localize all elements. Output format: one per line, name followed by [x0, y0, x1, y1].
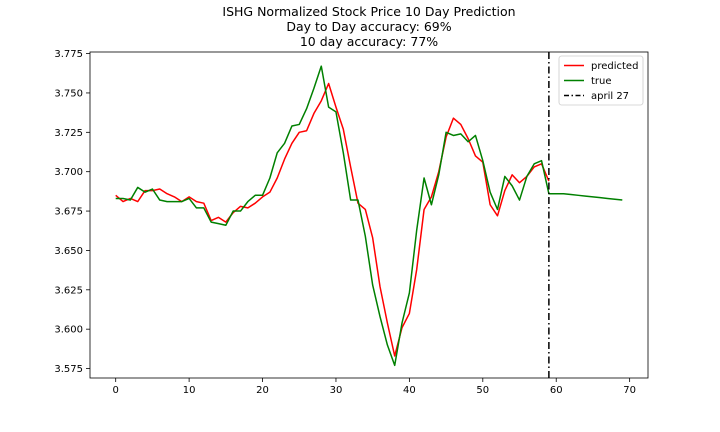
- chart-title: ISHG Normalized Stock Price 10 Day Predi…: [222, 4, 515, 49]
- plot-area: [90, 52, 648, 378]
- x-tick-label: 0: [113, 385, 119, 396]
- legend-label: april 27: [591, 91, 629, 102]
- y-tick-label: 3.650: [54, 246, 83, 257]
- title-line-1: ISHG Normalized Stock Price 10 Day Predi…: [222, 4, 515, 19]
- y-tick-label: 3.600: [54, 325, 83, 336]
- plot-background: [90, 52, 648, 378]
- legend-label: predicted: [591, 61, 638, 72]
- y-tick-label: 3.700: [54, 167, 83, 178]
- y-tick-label: 3.725: [54, 128, 83, 139]
- y-tick-label: 3.575: [54, 364, 83, 375]
- x-tick-label: 30: [330, 385, 343, 396]
- axes-frame: [89, 51, 649, 379]
- legend-frame: [558, 55, 644, 106]
- title-line-3: 10 day accuracy: 77%: [300, 34, 438, 49]
- series-layer: [115, 52, 623, 378]
- series-line-predicted: [115, 82, 550, 357]
- legend: predicted true april 27: [558, 55, 644, 106]
- y-tick-label: 3.775: [54, 49, 83, 60]
- x-tick-label: 60: [550, 385, 563, 396]
- y-tick-label: 3.675: [54, 207, 83, 218]
- x-tick-label: 10: [183, 385, 196, 396]
- x-tick-label: 70: [623, 385, 636, 396]
- axes-layer: 0 10 20 30 40 50 60 70 3.575 3.600 3.625 3.650 3.675…: [54, 49, 649, 396]
- x-tick-label: 20: [256, 385, 269, 396]
- y-tick-label: 3.625: [54, 285, 83, 296]
- x-tick-label: 50: [476, 385, 489, 396]
- legend-label: true: [591, 76, 612, 87]
- x-tick-label: 40: [403, 385, 416, 396]
- series-line-true: [115, 65, 623, 367]
- y-tick-label: 3.750: [54, 88, 83, 99]
- title-line-2: Day to Day accuracy: 69%: [286, 19, 451, 34]
